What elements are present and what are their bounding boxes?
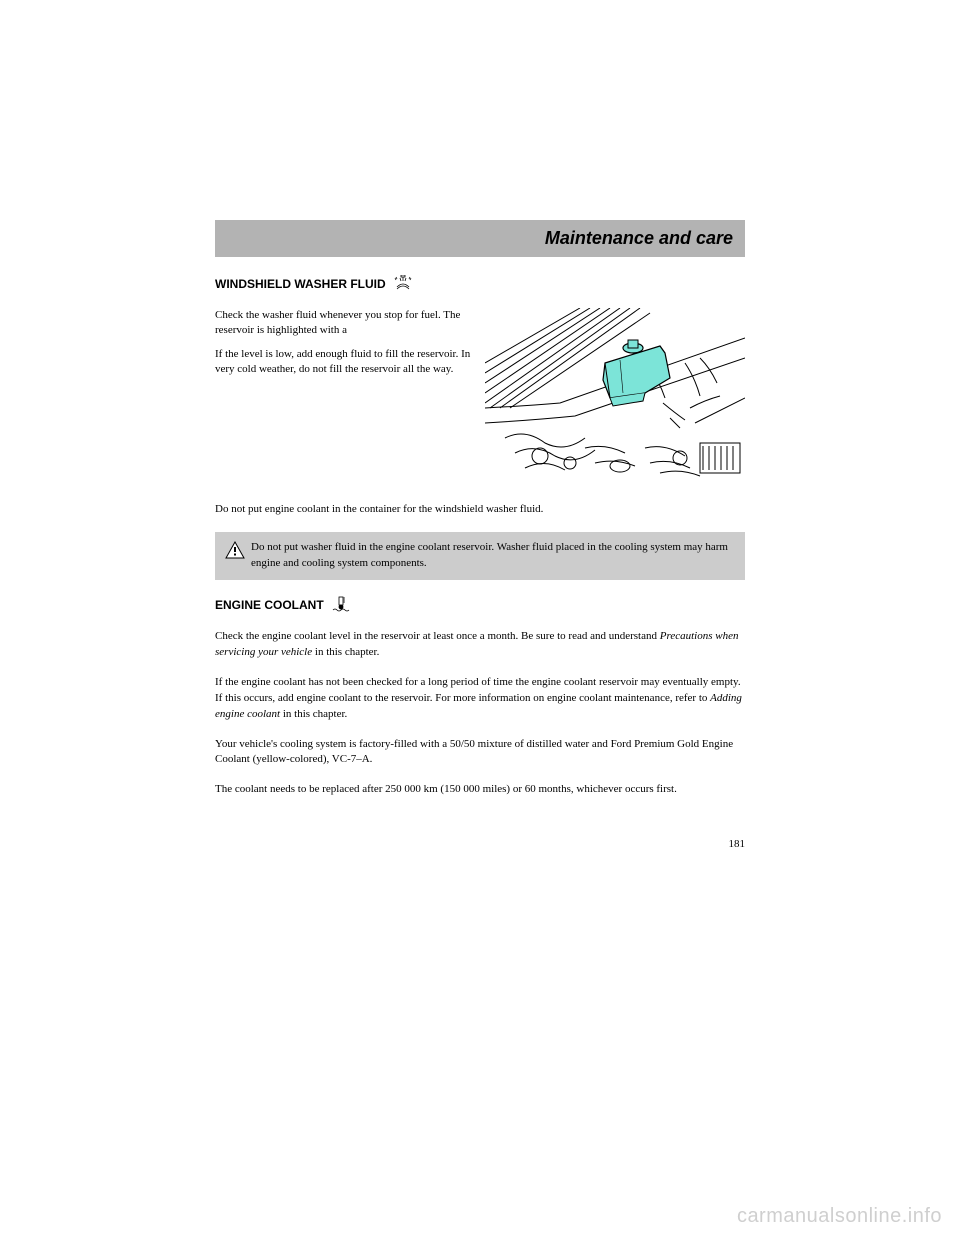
section1-title-row: WINDSHIELD WASHER FLUID	[215, 277, 745, 296]
watermark-text: carmanualsonline.info	[737, 1205, 942, 1228]
warning-box: Do not put washer fluid in the engine co…	[215, 532, 745, 580]
section1-para3: Do not put engine coolant in the contain…	[215, 502, 745, 518]
washer-reservoir-highlight	[603, 340, 670, 406]
warning-triangle-icon	[225, 541, 245, 565]
section2-para3: Your vehicle's cooling system is factory…	[215, 737, 745, 769]
section2-para1: Check the engine coolant level in the re…	[215, 629, 745, 661]
section2-title: ENGINE COOLANT	[215, 598, 324, 612]
section1-para2: If the level is low, add enough fluid to…	[215, 347, 473, 378]
section1-title: WINDSHIELD WASHER FLUID	[215, 277, 386, 291]
section1-para1: Check the washer fluid whenever you stop…	[215, 308, 473, 339]
warning-text: Do not put washer fluid in the engine co…	[251, 541, 728, 569]
header-title: Maintenance and care	[545, 228, 733, 248]
page-number: 181	[215, 838, 745, 850]
section2-title-row: ENGINE COOLANT	[215, 598, 745, 617]
coolant-symbol-icon	[332, 596, 350, 617]
section2-para4: The coolant needs to be replaced after 2…	[215, 782, 745, 798]
washer-symbol-icon	[394, 275, 412, 296]
section1-content: Check the washer fluid whenever you stop…	[215, 308, 745, 488]
section-header: Maintenance and care	[215, 220, 745, 257]
engine-diagram	[485, 308, 745, 488]
section1-text-col: Check the washer fluid whenever you stop…	[215, 308, 473, 488]
section2-para2: If the engine coolant has not been check…	[215, 675, 745, 723]
